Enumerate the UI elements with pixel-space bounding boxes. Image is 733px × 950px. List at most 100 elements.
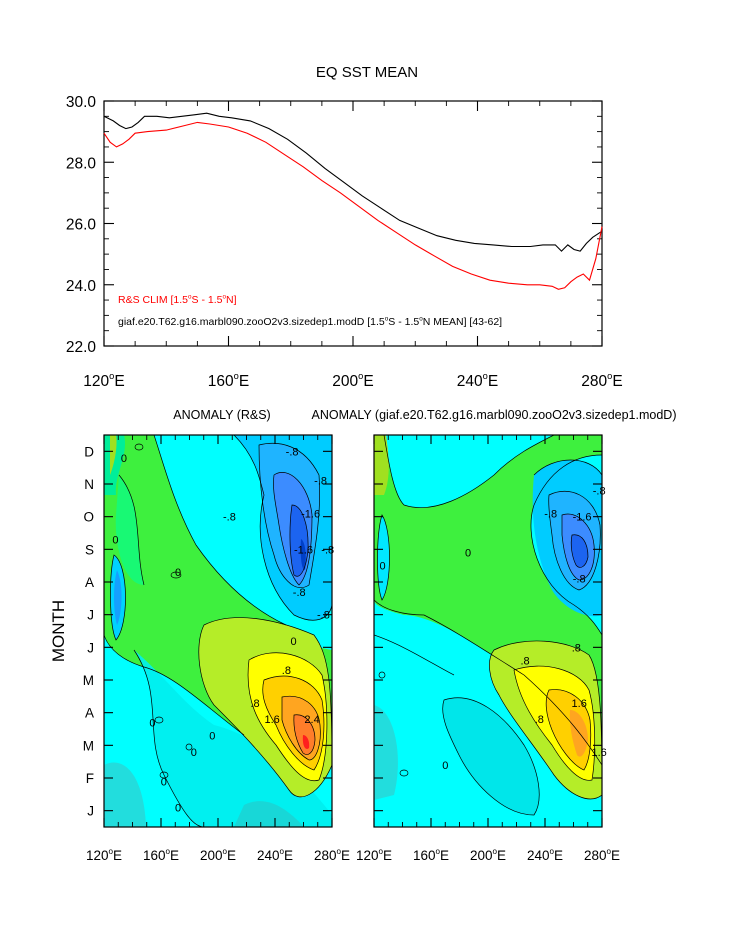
month-label: O [83, 510, 94, 525]
x-tick-label-value: 280 [584, 848, 607, 863]
x-tick-label-hemisphere: E [612, 373, 622, 390]
contour-label: -.8 [314, 476, 327, 488]
month-label: N [84, 477, 94, 492]
x-tick-label: 280oE [584, 847, 620, 863]
x-tick-label: 120oE [86, 847, 122, 863]
heatmap-model: ANOMALY (giaf.e20.T62.g16.marbl090.zooO2… [311, 408, 676, 863]
y-tick-label: 30.0 [66, 94, 97, 111]
x-tick-label-degree-sign: o [109, 371, 114, 381]
contour-label: -.8 [321, 544, 334, 556]
line-chart: EQ SST MEAN 22.024.026.028.030.0 120oE 16… [66, 64, 623, 390]
x-tick-label-value: 200 [332, 373, 358, 390]
x-tick-label-value: 160 [413, 848, 436, 863]
x-tick-label: 280oE [314, 847, 350, 863]
contour-label: -.8 [544, 508, 557, 520]
line-chart-x-ticks: 120oE 160oE 200oE 240oE 280oE [83, 101, 623, 390]
contour-label: 0 [290, 636, 296, 648]
x-tick-label-value: 120 [356, 848, 379, 863]
x-tick-label-value: 160 [143, 848, 166, 863]
line-chart-plot-frame [103, 100, 603, 347]
x-tick-label-value: 240 [457, 373, 483, 390]
month-label: A [85, 575, 94, 590]
x-tick-label-degree-sign: o [166, 847, 171, 856]
contour-label: 0 [191, 747, 197, 759]
series-line-model [103, 112, 603, 252]
x-tick-label-degree-sign: o [280, 847, 285, 856]
x-tick-label-degree-sign: o [234, 371, 239, 381]
contour-label: 0 [442, 760, 448, 772]
contour-label: 0 [149, 717, 155, 729]
contour-label: 1.6 [592, 747, 607, 759]
contour-label: 0 [209, 731, 215, 743]
month-label: J [87, 640, 94, 655]
contour-label: 1.6 [572, 698, 587, 710]
x-tick-label-value: 240 [257, 848, 280, 863]
x-tick-label-degree-sign: o [109, 847, 114, 856]
contour-label: -.8 [573, 574, 586, 586]
month-label: A [85, 706, 94, 721]
x-tick-label: 240oE [257, 847, 293, 863]
x-tick-label-hemisphere: E [170, 848, 179, 863]
x-tick-label-hemisphere: E [341, 848, 350, 863]
contour-label: .8 [572, 642, 581, 654]
x-tick-label-value: 280 [581, 373, 607, 390]
x-tick-label-degree-sign: o [337, 847, 342, 856]
contour-label: 0 [175, 802, 181, 814]
contour-label: 0 [175, 567, 181, 579]
x-tick-label: 200oE [470, 847, 506, 863]
x-tick-label: 120oE [83, 371, 124, 390]
month-label: J [87, 804, 94, 819]
heatmap-rs: ANOMALY (R&S) -.8 -.8 -.8 -1.6 -1.6 -.8 -.8 -.8… [49, 408, 350, 863]
contour-label: 2.4 [304, 714, 319, 726]
x-tick-label-value: 160 [208, 373, 234, 390]
x-tick-label-degree-sign: o [436, 847, 441, 856]
y-tick-label: 26.0 [66, 217, 97, 234]
x-tick-label-hemisphere: E [284, 848, 293, 863]
line-chart-y-ticks: 22.0 24.0 26.0 28.0 30.0 [66, 94, 602, 356]
x-tick-label-value: 280 [314, 848, 337, 863]
x-tick-label: 120oE [356, 847, 392, 863]
x-tick-label-degree-sign: o [493, 847, 498, 856]
contour-label: -.8 [317, 610, 330, 622]
x-tick-label: 200oE [332, 371, 373, 390]
x-tick-label-hemisphere: E [114, 373, 124, 390]
contour-label: -1.6 [573, 512, 592, 524]
contour-label: -.8 [223, 512, 236, 524]
series-line-rs-clim [103, 121, 603, 290]
x-tick-label-value: 120 [83, 373, 109, 390]
contour-label: 1.6 [265, 714, 280, 726]
contour-label: -1.6 [301, 508, 320, 520]
x-tick-label-hemisphere: E [239, 373, 249, 390]
x-tick-label-hemisphere: E [611, 848, 620, 863]
month-label: M [83, 738, 94, 753]
x-tick-label-value: 200 [470, 848, 493, 863]
x-tick-label-value: 200 [200, 848, 223, 863]
month-label: S [85, 542, 94, 557]
x-tick-label-hemisphere: E [497, 848, 506, 863]
heatmap-model-field [374, 435, 602, 827]
x-tick-label-value: 240 [527, 848, 550, 863]
x-tick-label-hemisphere: E [383, 848, 392, 863]
y-tick-label: 28.0 [66, 155, 97, 172]
x-tick-label-degree-sign: o [379, 847, 384, 856]
x-tick-label-degree-sign: o [550, 847, 555, 856]
x-tick-label: 200oE [200, 847, 236, 863]
heatmap-model-title: ANOMALY (giaf.e20.T62.g16.marbl090.zooO2… [311, 408, 676, 422]
line-chart-legend: R&S CLIM [1.5oS - 1.5oN] giaf.e20.T62.g16… [118, 293, 502, 328]
contour-label: 0 [379, 561, 385, 573]
contour-label: -1.6 [294, 544, 313, 556]
x-tick-label: 160oE [413, 847, 449, 863]
line-chart-series [103, 112, 603, 290]
heatmap-y-axis-label: MONTH [49, 600, 68, 662]
contour-label: -.8 [286, 446, 299, 458]
x-tick-label-degree-sign: o [607, 371, 612, 381]
y-tick-label: 22.0 [66, 339, 97, 356]
contour-label: 0 [112, 535, 118, 547]
x-tick-label-hemisphere: E [440, 848, 449, 863]
x-tick-label-degree-sign: o [223, 847, 228, 856]
contour-label: 0 [465, 548, 471, 560]
heatmap-model-contour-labels: -.8 -.8 -1.6 -.8 0 0 .8 .8 1.6 .8 1.6 0 [379, 486, 606, 772]
